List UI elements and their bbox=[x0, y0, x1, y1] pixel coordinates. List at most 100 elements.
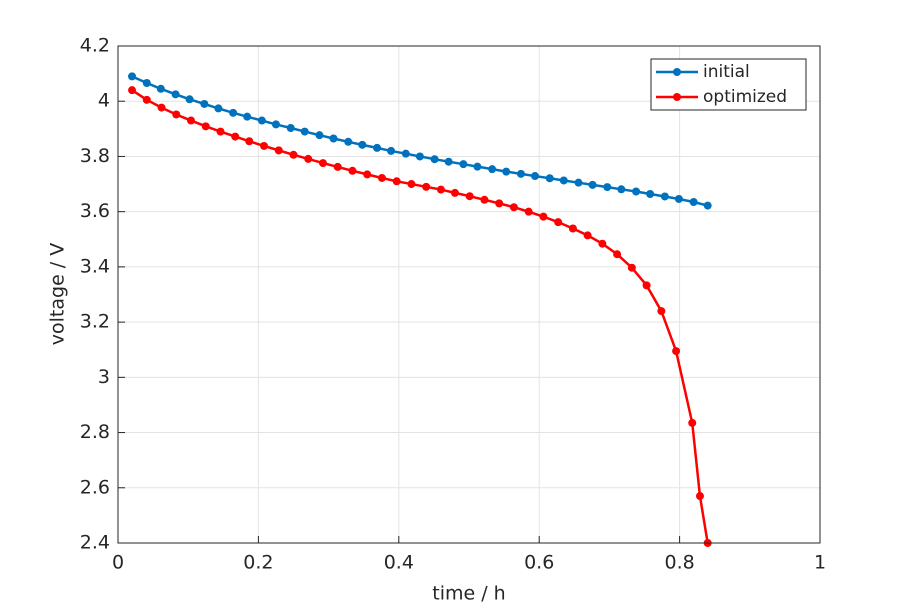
point bbox=[450, 188, 459, 197]
y-tick-label: 3.2 bbox=[80, 311, 110, 333]
y-tick-label: 4.2 bbox=[80, 35, 110, 57]
point bbox=[480, 195, 489, 204]
point bbox=[214, 104, 223, 113]
x-tick-label: 0.4 bbox=[384, 552, 414, 574]
point bbox=[632, 187, 641, 196]
point bbox=[300, 127, 309, 136]
point bbox=[201, 122, 210, 131]
point bbox=[245, 137, 254, 146]
point bbox=[243, 112, 252, 121]
point bbox=[583, 231, 592, 240]
x-tick-label: 0 bbox=[112, 552, 124, 574]
point bbox=[392, 177, 401, 186]
point bbox=[502, 167, 511, 176]
point bbox=[318, 159, 327, 168]
point bbox=[142, 95, 151, 104]
point bbox=[344, 137, 353, 146]
point bbox=[554, 218, 563, 227]
point bbox=[128, 86, 137, 95]
point bbox=[436, 185, 445, 194]
point bbox=[672, 347, 681, 356]
point bbox=[257, 116, 266, 125]
point bbox=[695, 492, 704, 501]
point bbox=[430, 155, 439, 164]
y-tick-label: 2.8 bbox=[80, 421, 110, 443]
point bbox=[348, 166, 357, 175]
point bbox=[271, 120, 280, 129]
y-tick-label: 3.6 bbox=[80, 200, 110, 222]
point bbox=[473, 162, 482, 171]
point bbox=[509, 203, 518, 212]
point bbox=[260, 141, 269, 150]
point bbox=[539, 212, 548, 221]
point bbox=[444, 157, 453, 166]
point bbox=[157, 103, 166, 112]
x-tick-label: 0.8 bbox=[664, 552, 694, 574]
y-tick-label: 3.4 bbox=[80, 255, 110, 277]
point bbox=[315, 131, 324, 140]
point bbox=[358, 140, 367, 149]
point bbox=[568, 224, 577, 233]
x-tick-label: 1 bbox=[814, 552, 826, 574]
point bbox=[495, 199, 504, 208]
y-tick-label: 2.6 bbox=[80, 476, 110, 498]
point bbox=[304, 154, 313, 163]
point bbox=[172, 110, 181, 119]
point bbox=[216, 127, 225, 136]
point bbox=[231, 132, 240, 141]
point bbox=[200, 99, 209, 108]
y-tick-label: 3 bbox=[98, 366, 110, 388]
point bbox=[689, 198, 698, 207]
point bbox=[574, 178, 583, 187]
point bbox=[617, 185, 626, 194]
point bbox=[274, 146, 283, 155]
legend-marker bbox=[673, 93, 681, 101]
point bbox=[530, 172, 539, 181]
point bbox=[363, 170, 372, 179]
point bbox=[187, 116, 196, 125]
y-tick-label: 3.8 bbox=[80, 145, 110, 167]
point bbox=[646, 189, 655, 198]
point bbox=[688, 418, 697, 427]
point bbox=[373, 143, 382, 152]
legend-label: initial bbox=[703, 62, 750, 82]
point bbox=[674, 194, 683, 203]
point bbox=[598, 239, 607, 248]
y-axis-label: voltage / V bbox=[47, 243, 69, 345]
point bbox=[657, 307, 666, 316]
point bbox=[329, 134, 338, 143]
point bbox=[703, 201, 712, 210]
point bbox=[333, 162, 342, 171]
point bbox=[422, 182, 431, 191]
point bbox=[286, 124, 295, 133]
axes-box bbox=[117, 45, 821, 544]
point bbox=[229, 108, 238, 117]
point bbox=[642, 281, 651, 290]
point bbox=[545, 174, 554, 183]
x-tick-label: 0.6 bbox=[524, 552, 554, 574]
point bbox=[559, 176, 568, 185]
point bbox=[660, 192, 669, 201]
point bbox=[128, 72, 137, 81]
point bbox=[387, 146, 396, 155]
point bbox=[415, 152, 424, 161]
point bbox=[289, 150, 298, 159]
y-tick-label: 2.4 bbox=[80, 532, 110, 554]
y-tick-label: 4 bbox=[98, 90, 110, 112]
point bbox=[488, 165, 497, 174]
point bbox=[142, 78, 151, 87]
point bbox=[377, 173, 386, 182]
point bbox=[407, 180, 416, 189]
point bbox=[459, 160, 468, 169]
point bbox=[156, 84, 165, 93]
legend-box bbox=[650, 58, 807, 111]
legend-marker bbox=[673, 68, 681, 76]
point bbox=[524, 207, 533, 216]
legend: initial optimized bbox=[650, 58, 807, 111]
point bbox=[171, 90, 180, 99]
x-axis-label: time / h bbox=[432, 583, 505, 605]
point bbox=[401, 149, 410, 158]
point bbox=[613, 250, 622, 259]
